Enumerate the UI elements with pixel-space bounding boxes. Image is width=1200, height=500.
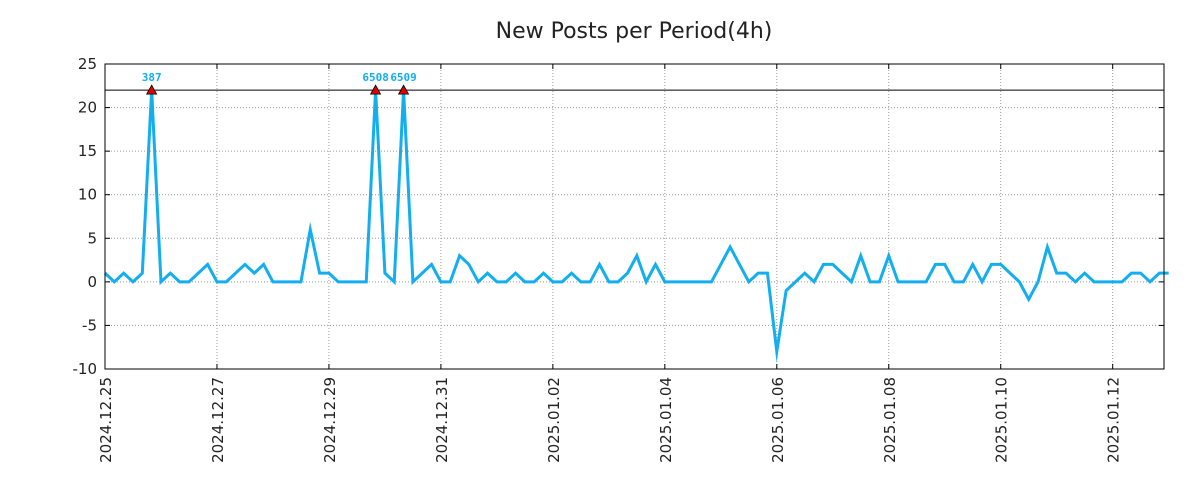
y-tick-label: 15 — [78, 142, 97, 160]
plot-frame — [104, 63, 1165, 370]
clip-label: 6509 — [390, 71, 417, 84]
clip-marker — [145, 84, 158, 95]
x-tick-label: 2025.01.04 — [657, 377, 675, 463]
clip-markers: 387 6508 6509 — [142, 71, 417, 95]
x-tick-label: 2024.12.25 — [97, 377, 115, 463]
x-tick-label: 2024.12.27 — [209, 377, 227, 463]
clip-label: 6508 — [362, 71, 389, 84]
x-tick-label: 2025.01.10 — [993, 377, 1011, 463]
chart-title: New Posts per Period(4h) — [496, 19, 773, 44]
clip-marker — [397, 84, 410, 95]
y-axis: 25 20 15 10 5 0 -5 -10 — [73, 55, 1164, 378]
x-axis: 2024.12.25 2024.12.27 2024.12.29 2024.12.31… — [97, 64, 1123, 463]
y-tick-label: 0 — [87, 273, 97, 291]
y-tick-label: 5 — [87, 229, 97, 247]
x-tick-label: 2025.01.02 — [545, 377, 563, 463]
y-tick-label: -5 — [82, 316, 97, 334]
x-tick-label: 2025.01.12 — [1105, 377, 1123, 463]
series-group — [103, 90, 1169, 363]
clip-label: 387 — [142, 71, 162, 84]
y-tick-label: -10 — [73, 360, 98, 378]
x-tick-label: 2025.01.06 — [769, 377, 787, 463]
grid — [105, 64, 1164, 369]
x-tick-label: 2024.12.29 — [321, 377, 339, 463]
series-line — [103, 90, 1169, 363]
x-tick-label: 2025.01.08 — [881, 377, 899, 463]
y-tick-label: 20 — [78, 99, 97, 117]
y-tick-label: 10 — [78, 186, 97, 204]
y-tick-label: 25 — [78, 55, 97, 73]
clip-marker — [369, 84, 382, 95]
x-tick-label: 2024.12.31 — [433, 377, 451, 463]
